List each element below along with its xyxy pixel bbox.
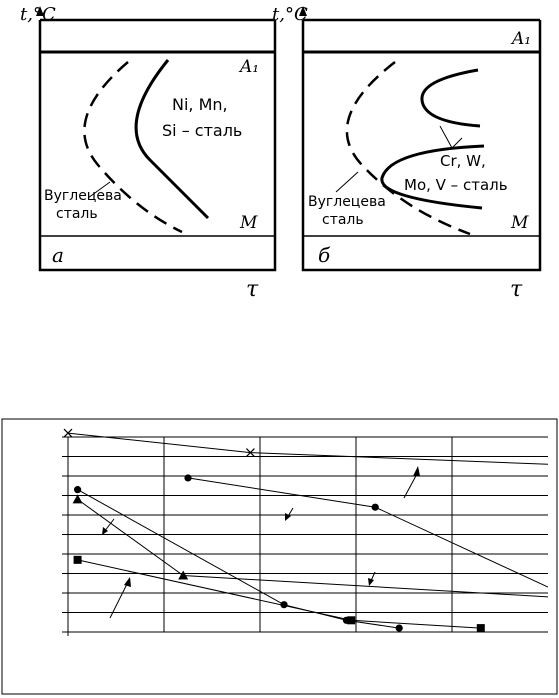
pointer-arrowhead-4 xyxy=(368,578,374,586)
data-point-4-1 xyxy=(72,494,83,504)
chart-series xyxy=(67,432,549,629)
panel-b-letter: б xyxy=(318,243,331,267)
data-point-5-3 xyxy=(476,624,485,633)
panel-a-carbon-label-2: сталь xyxy=(56,206,98,222)
data-point-3-1 xyxy=(74,486,82,494)
pointer-arrow-1 xyxy=(403,471,419,499)
panel-a-frame xyxy=(38,18,277,272)
panel-a-m-label: M xyxy=(239,213,258,233)
panel-a-carbon-label-1: Вуглецева xyxy=(44,188,122,204)
line-chart xyxy=(1,418,558,695)
series-line-5 xyxy=(77,559,481,629)
panel-a-curve-label-1: Ni, Mn, xyxy=(172,95,228,114)
chart-outer-frame xyxy=(1,418,558,695)
panel-b-m-label: M xyxy=(510,213,529,233)
panel-b-carbon-pointer xyxy=(335,171,359,193)
pointer-arrowhead-1 xyxy=(413,466,420,476)
data-point-3-4 xyxy=(395,624,403,632)
panel-b-carbon-label-2: сталь xyxy=(322,212,364,228)
panel-b-label-pointer-2 xyxy=(451,137,463,149)
series-line-2 xyxy=(187,477,549,588)
panel-b-frame xyxy=(301,18,542,272)
data-point-2-2 xyxy=(371,503,379,511)
panel-b-a1-label: A₁ xyxy=(510,29,531,49)
pointer-arrowhead-3 xyxy=(102,527,108,535)
data-point-2-1 xyxy=(184,474,192,482)
chart-grid xyxy=(62,436,548,636)
panel-a-diagram: t,°C A₁ M а τ Ni, Mn, Si – сталь Вуглеце… xyxy=(20,4,277,302)
panel-a-carbon-curve xyxy=(83,61,183,234)
data-point-4-2 xyxy=(178,570,189,580)
pointer-arrow-5 xyxy=(109,581,129,619)
panel-a-y-arrow xyxy=(36,6,44,16)
panel-b-curve-label-2: Mo, V – сталь xyxy=(404,176,508,194)
panel-b-upper-curve xyxy=(420,68,481,128)
panel-b-lower-curve xyxy=(380,144,485,210)
panel-a-a1-label: A₁ xyxy=(238,57,259,77)
panel-a-y-axis-label: t,°C xyxy=(20,4,56,25)
panel-a-alloy-curve xyxy=(134,59,210,220)
panel-b-curve-label-1: Cr, W, xyxy=(440,152,486,170)
data-point-5-2 xyxy=(347,616,356,625)
pointer-arrowhead-2 xyxy=(285,513,291,521)
panel-b-x-axis-label: τ xyxy=(510,277,523,302)
panel-b-carbon-curve xyxy=(345,61,471,236)
panel-b-label-pointer-1 xyxy=(439,125,453,149)
data-point-1-2 xyxy=(245,448,255,458)
data-point-1-1 xyxy=(63,428,73,438)
series-line-4 xyxy=(77,498,549,598)
panel-a-letter: а xyxy=(52,243,64,267)
data-point-3-2 xyxy=(280,601,288,609)
panel-b-y-arrow xyxy=(299,6,307,16)
panel-b-diagram: t,°C A₁ M б τ Cr, W, Mo, V – сталь Вугле… xyxy=(272,4,542,302)
data-point-5-1 xyxy=(73,555,82,564)
panel-a-carbon-pointer xyxy=(87,181,111,199)
panel-a-x-axis-label: τ xyxy=(246,277,259,302)
chart-pointers xyxy=(102,466,420,619)
panel-a-curve-label-2: Si – сталь xyxy=(162,121,242,140)
pointer-arrowhead-5 xyxy=(124,577,131,587)
chart-markers xyxy=(63,428,485,633)
panel-b-y-axis-label: t,°C xyxy=(272,4,308,25)
series-line-3 xyxy=(77,489,400,629)
series-line-1 xyxy=(67,432,549,465)
panel-b-carbon-label-1: Вуглецева xyxy=(308,194,386,210)
